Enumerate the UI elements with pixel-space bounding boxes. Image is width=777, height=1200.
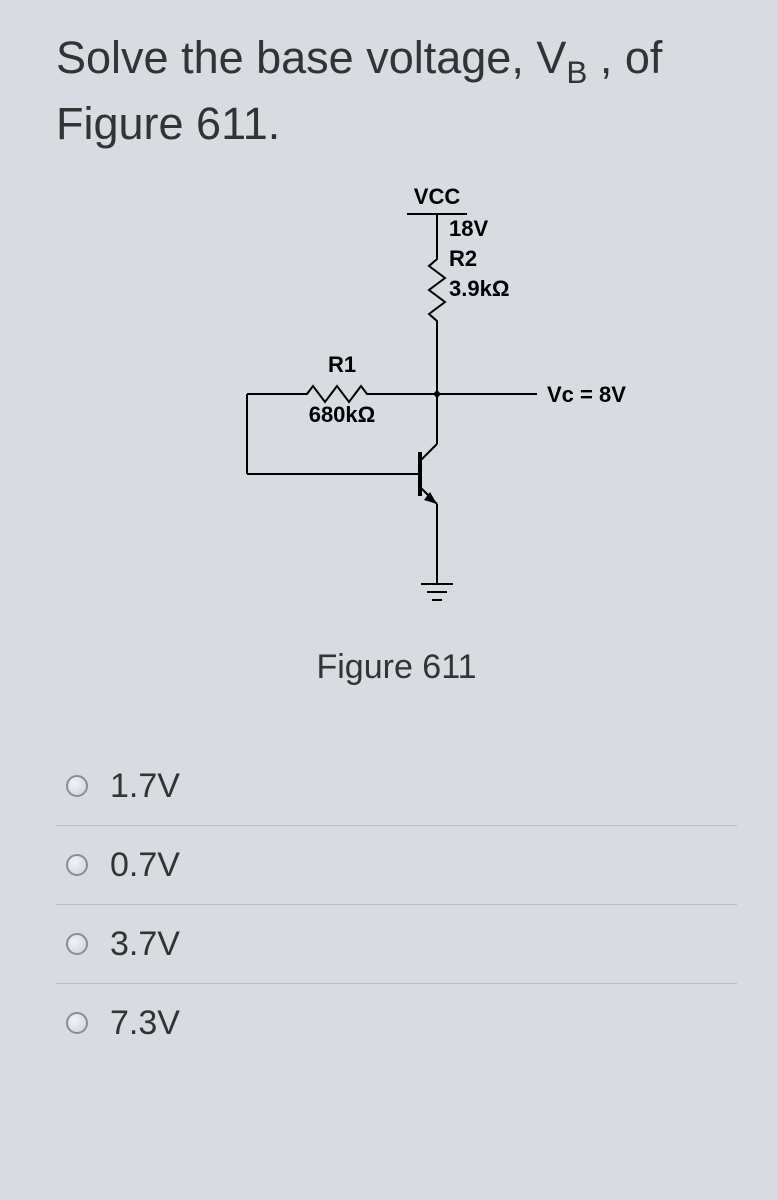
- question-text: Solve the base voltage, VB , of Figure 6…: [56, 28, 737, 154]
- figure-container: VCC 18V R2 3.9kΩ R1 680kΩ Vc = 8V Figure…: [56, 174, 737, 687]
- option-label: 3.7V: [110, 925, 180, 964]
- vc-label: Vc = 8V: [547, 382, 626, 407]
- option-label: 7.3V: [110, 1004, 180, 1043]
- question-prefix: Solve the base voltage, V: [56, 32, 566, 83]
- vcc-value: 18V: [449, 216, 488, 241]
- option-label: 1.7V: [110, 767, 180, 806]
- option-row[interactable]: 1.7V: [56, 747, 737, 826]
- vcc-label: VCC: [413, 184, 460, 209]
- r2-name: R2: [449, 246, 477, 271]
- r1-name: R1: [327, 352, 355, 377]
- option-row[interactable]: 0.7V: [56, 826, 737, 905]
- radio-icon[interactable]: [66, 854, 88, 876]
- option-row[interactable]: 7.3V: [56, 984, 737, 1062]
- option-row[interactable]: 3.7V: [56, 905, 737, 984]
- figure-caption: Figure 611: [316, 648, 476, 687]
- question-subscript: B: [566, 54, 587, 90]
- radio-icon[interactable]: [66, 1012, 88, 1034]
- options-list: 1.7V 0.7V 3.7V 7.3V: [56, 747, 737, 1062]
- radio-icon[interactable]: [66, 933, 88, 955]
- r2-value: 3.9kΩ: [449, 276, 509, 301]
- radio-icon[interactable]: [66, 775, 88, 797]
- circuit-diagram: VCC 18V R2 3.9kΩ R1 680kΩ Vc = 8V: [137, 174, 657, 634]
- option-label: 0.7V: [110, 846, 180, 885]
- page: Solve the base voltage, VB , of Figure 6…: [0, 0, 777, 1062]
- r1-value: 680kΩ: [308, 402, 375, 427]
